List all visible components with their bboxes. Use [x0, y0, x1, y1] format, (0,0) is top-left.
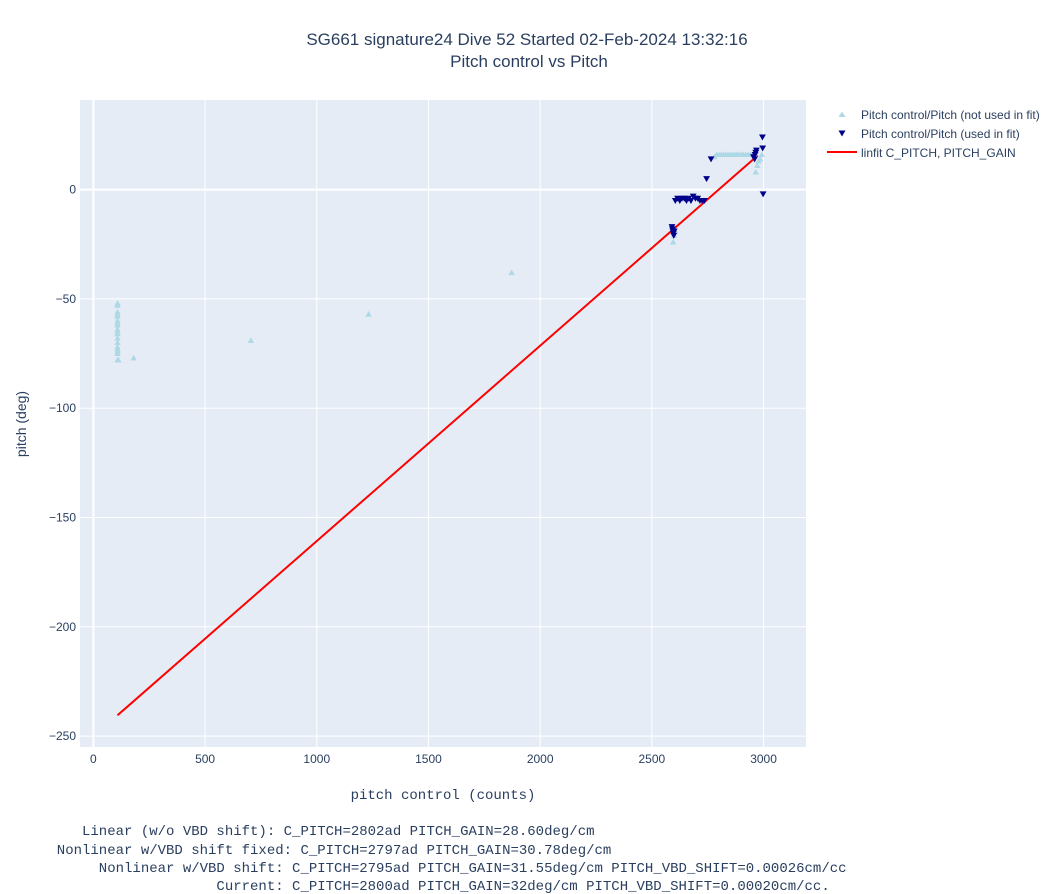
- plot-area: [80, 100, 806, 747]
- x-axis-ticks: 0 500 1000 1500 2000 2500 3000: [90, 752, 777, 766]
- point-not-used-in-fit: [115, 356, 122, 363]
- marker-layer: [114, 134, 767, 363]
- point-not-used-in-fit: [754, 162, 761, 168]
- point-not-used-in-fit: [365, 311, 372, 317]
- y-tick-label: −150: [49, 510, 76, 524]
- point-used-in-fit: [703, 176, 710, 183]
- fit-note-linear: Linear (w/o VBD shift): C_PITCH=2802ad P…: [40, 824, 595, 840]
- point-used-in-fit: [759, 134, 766, 141]
- point-used-in-fit: [753, 147, 760, 154]
- y-axis-label: pitch (deg): [13, 391, 29, 457]
- point-not-used-in-fit: [114, 335, 121, 341]
- point-not-used-in-fit: [114, 313, 121, 319]
- point-used-in-fit: [707, 156, 715, 163]
- point-not-used-in-fit: [130, 354, 137, 361]
- point-not-used-in-fit: [114, 339, 121, 346]
- y-tick-label: −50: [56, 292, 77, 306]
- legend: Pitch control/Pitch (not used in fit) Pi…: [827, 108, 1040, 160]
- grid-lines: [80, 100, 806, 747]
- point-used-in-fit: [687, 197, 695, 204]
- point-used-in-fit: [670, 228, 678, 235]
- point-not-used-in-fit: [114, 321, 121, 328]
- fit-notes: Linear (w/o VBD shift): C_PITCH=2802ad P…: [40, 824, 847, 894]
- chart-subtitle: Pitch control vs Pitch: [450, 52, 608, 71]
- point-used-in-fit: [759, 191, 767, 198]
- x-tick-label: 1500: [415, 752, 442, 766]
- legend-marker-used: [838, 130, 846, 137]
- x-tick-label: 3000: [750, 752, 777, 766]
- point-used-in-fit: [751, 156, 759, 163]
- point-not-used-in-fit: [114, 330, 121, 337]
- y-tick-label: −250: [49, 729, 76, 743]
- x-tick-label: 0: [90, 752, 97, 766]
- point-not-used-in-fit: [758, 151, 765, 158]
- x-tick-label: 500: [195, 752, 215, 766]
- legend-label-fit: linfit C_PITCH, PITCH_GAIN: [861, 146, 1016, 160]
- x-tick-label: 2500: [639, 752, 666, 766]
- x-tick-label: 1000: [303, 752, 330, 766]
- x-axis-label: pitch control (counts): [351, 788, 536, 804]
- point-not-used-in-fit: [669, 238, 677, 245]
- point-used-in-fit: [759, 145, 767, 152]
- point-not-used-in-fit: [508, 269, 515, 276]
- legend-label-not-used: Pitch control/Pitch (not used in fit): [861, 108, 1040, 122]
- fit-note-nonlinear-shift: Nonlinear w/VBD shift: C_PITCH=2795ad PI…: [40, 861, 847, 877]
- point-not-used-in-fit: [752, 168, 759, 175]
- legend-label-used: Pitch control/Pitch (used in fit): [861, 127, 1020, 141]
- fit-note-current: Current: C_PITCH=2800ad PITCH_GAIN=32deg…: [40, 879, 830, 894]
- x-tick-label: 2000: [527, 752, 554, 766]
- fit-line-layer: [116, 154, 759, 717]
- y-tick-label: −100: [49, 401, 76, 415]
- point-used-in-fit: [700, 197, 708, 204]
- y-tick-label: 0: [69, 183, 76, 197]
- y-tick-label: −200: [49, 620, 76, 634]
- point-used-in-fit: [670, 232, 678, 239]
- fit-note-nonlinear-fixed: Nonlinear w/VBD shift fixed: C_PITCH=279…: [40, 843, 611, 859]
- chart-title: SG661 signature24 Dive 52 Started 02-Feb…: [306, 30, 747, 49]
- point-not-used-in-fit: [114, 350, 121, 356]
- point-not-used-in-fit: [114, 302, 121, 308]
- y-axis-ticks: 0 −50 −100 −150 −200 −250: [49, 183, 76, 743]
- fit-line: [116, 154, 759, 717]
- point-not-used-in-fit: [247, 337, 255, 343]
- legend-marker-not-used: [838, 111, 846, 117]
- point-not-used-in-fit: [757, 155, 764, 162]
